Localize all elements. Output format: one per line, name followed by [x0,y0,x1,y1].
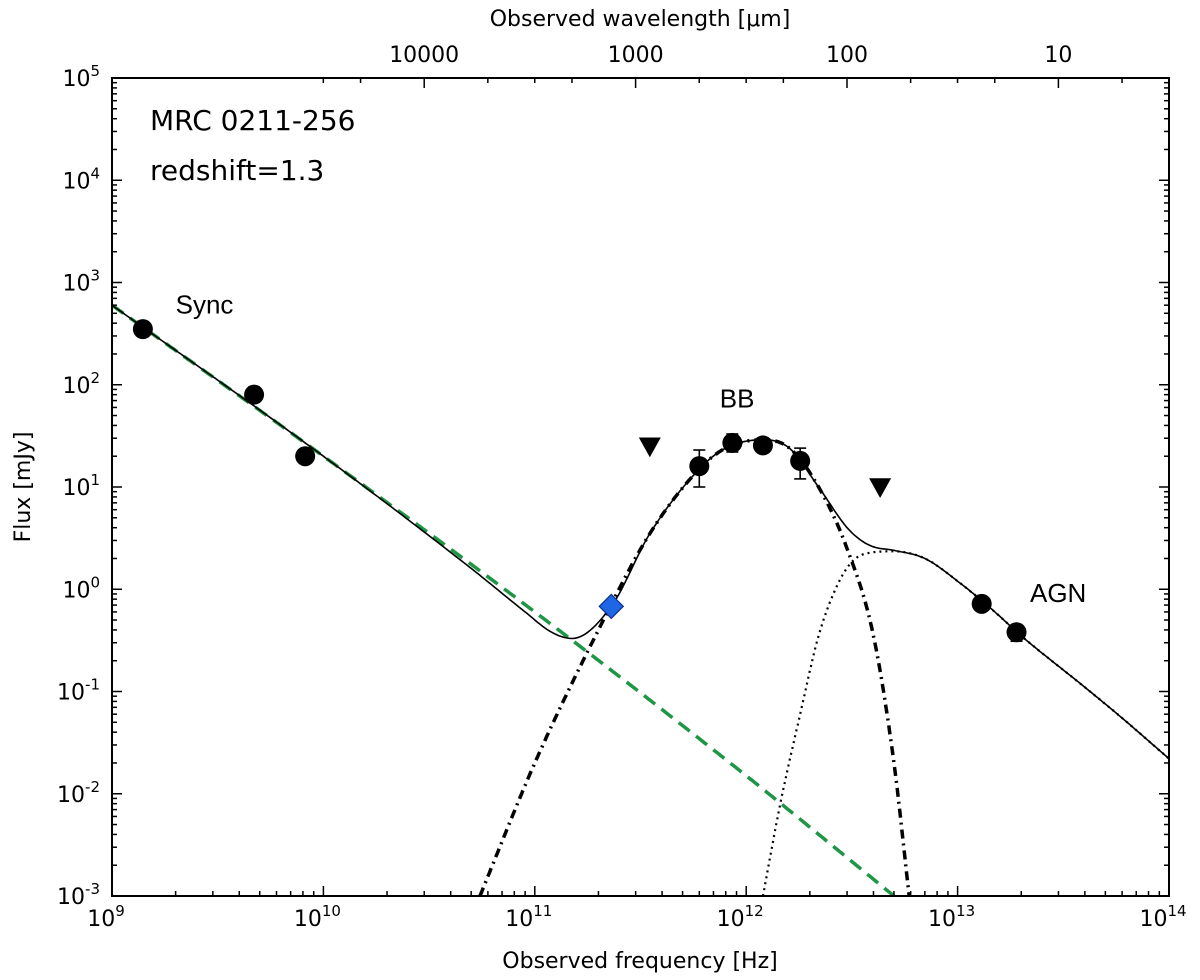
component-label-sync: Sync [176,289,234,319]
y-tick-label: 104 [62,164,100,194]
data-point [752,435,773,456]
data-points [132,319,1027,643]
x-tick-label: 1010 [294,902,341,932]
top-tick-label: 100 [826,43,868,68]
y-tick-label: 103 [62,267,100,297]
top-axis-label: Observed wavelength [μm] [490,7,791,32]
source-name-annotation: MRC 0211-256 [150,104,355,137]
data-point [971,593,992,614]
model-curve-total [112,304,1169,760]
upper-limit-marker [869,478,892,498]
model-curves [112,303,1169,896]
y-tick-label: 101 [62,471,100,501]
data-point [1006,622,1027,643]
data-point [295,446,316,467]
top-tick-label: 10 [1044,43,1072,68]
top-tick-label: 10000 [389,43,459,68]
x-tick-label: 1013 [928,902,975,932]
y-axis-label: Flux [mJy] [11,432,36,543]
upper-limit-marker [638,437,661,458]
y-tick-label: 10-1 [57,676,100,706]
x-tick-label: 1011 [505,902,552,932]
alma-diamond-marker [598,593,625,620]
data-point [790,450,811,471]
x-axis-label: Observed frequency [Hz] [502,949,777,974]
top-tick-label: 1000 [608,43,664,68]
tick-labels: 109 1010 1011 1012 1013 1014 10000 1000 100 10 10-… [57,43,1187,932]
data-point [132,319,153,340]
redshift-annotation: redshift=1.3 [150,154,324,187]
data-point [722,432,743,453]
y-tick-label: 10-2 [57,778,100,808]
y-tick-label: 102 [62,369,100,399]
data-point [244,384,265,405]
y-tick-label: 100 [62,573,100,603]
model-curve-blackbody-dust [478,437,911,896]
data-point [689,456,710,477]
component-label-agn: AGN [1030,578,1086,608]
x-tick-label: 1014 [1139,902,1186,932]
axis-ticks [111,77,1170,897]
component-label-bb: BB [720,383,755,413]
x-tick-label: 109 [87,902,125,932]
labels-layer: Observed frequency [Hz] Observed wavelen… [11,7,1086,974]
y-tick-label: 10-3 [57,880,100,910]
x-tick-label: 1012 [717,902,764,932]
y-tick-label: 105 [62,62,100,92]
